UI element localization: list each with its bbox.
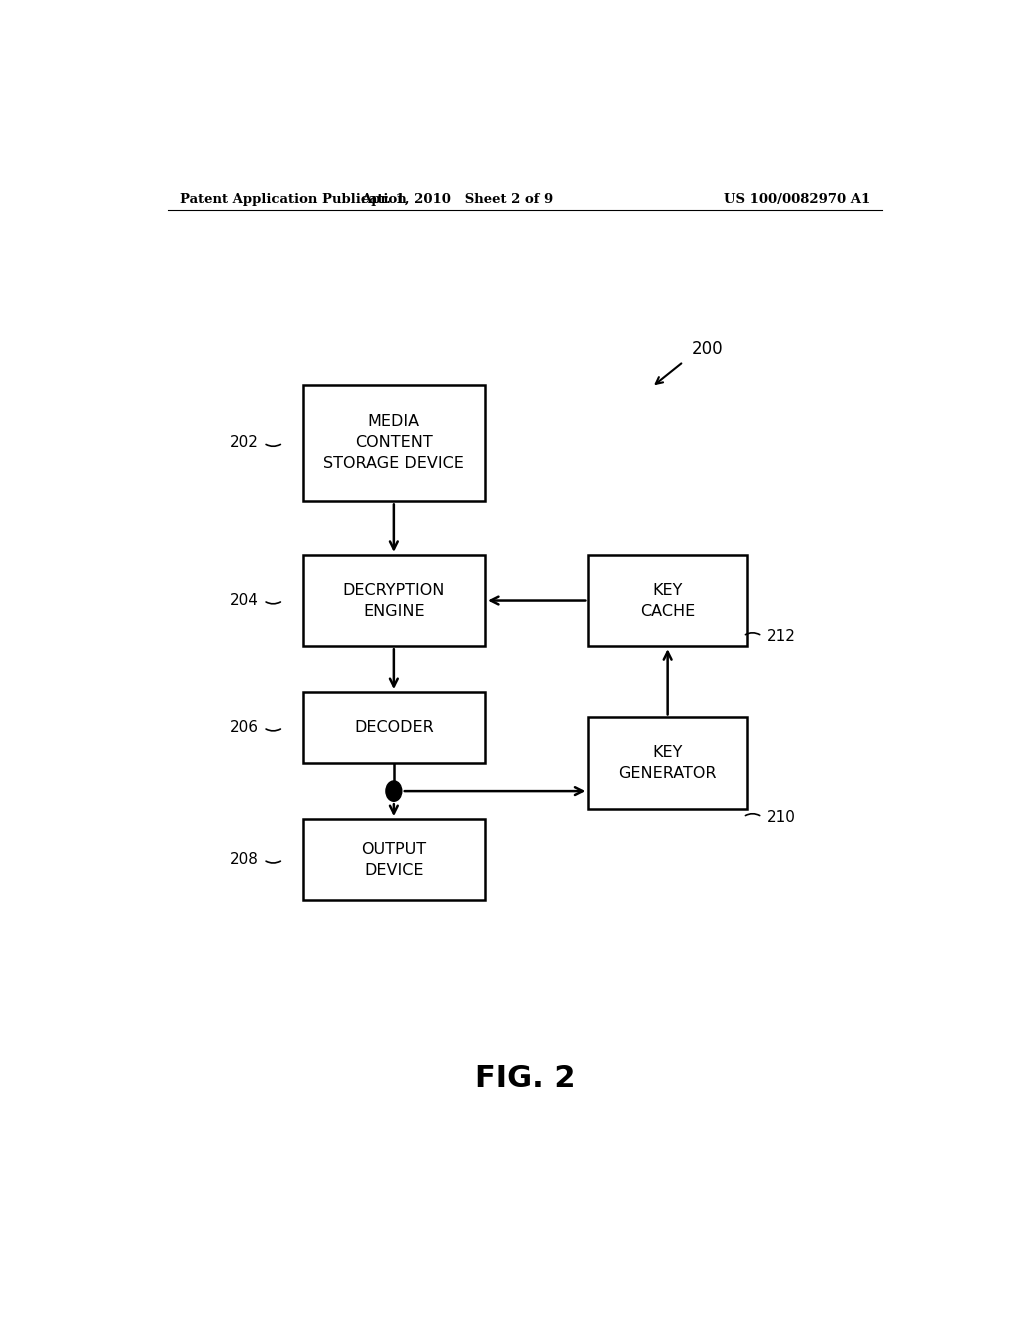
Text: KEY
GENERATOR: KEY GENERATOR [618,746,717,781]
Circle shape [386,781,401,801]
Text: 210: 210 [767,809,796,825]
Text: MEDIA
CONTENT
STORAGE DEVICE: MEDIA CONTENT STORAGE DEVICE [324,414,464,471]
Text: 200: 200 [691,341,723,359]
Text: DECODER: DECODER [354,721,434,735]
Text: KEY
CACHE: KEY CACHE [640,582,695,619]
Text: 202: 202 [230,436,259,450]
Bar [303,384,485,502]
Text: 212: 212 [767,628,796,644]
Text: OUTPUT
DEVICE: OUTPUT DEVICE [361,842,426,878]
Text: DECRYPTION
ENGINE: DECRYPTION ENGINE [343,582,445,619]
Text: Patent Application Publication: Patent Application Publication [179,193,407,206]
Bar [303,692,485,763]
Bar [588,718,748,809]
Bar [303,818,485,900]
Text: Apr. 1, 2010   Sheet 2 of 9: Apr. 1, 2010 Sheet 2 of 9 [361,193,553,206]
Text: US 100/0082970 A1: US 100/0082970 A1 [724,193,870,206]
Text: FIG. 2: FIG. 2 [474,1064,575,1093]
Text: 208: 208 [230,853,259,867]
Bar [588,554,748,647]
Bar [303,554,485,647]
Text: 204: 204 [230,593,259,609]
Text: 206: 206 [230,721,259,735]
